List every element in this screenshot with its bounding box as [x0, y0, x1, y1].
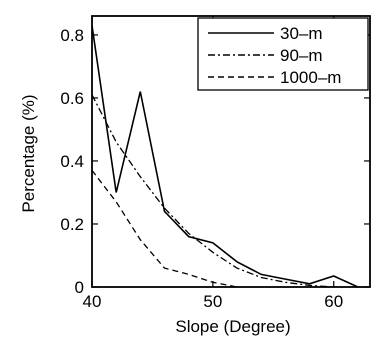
- y-tick-label: 0: [75, 278, 84, 297]
- legend-box: [197, 17, 369, 91]
- x-tick-label: 60: [324, 292, 343, 311]
- y-tick-label: 0.6: [60, 89, 84, 108]
- legend: 30–m 90–m 1000–m: [197, 17, 369, 91]
- x-tick-label: 50: [203, 292, 222, 311]
- x-axis-title: Slope (Degree): [175, 317, 290, 336]
- x-tick-label: 40: [83, 292, 102, 311]
- legend-label-30m: 30–m: [280, 24, 323, 43]
- series-line-0: [91, 25, 359, 288]
- y-tick-label: 0.8: [60, 26, 84, 45]
- y-axis-title: Percentage (%): [19, 94, 38, 212]
- legend-label-90m: 90–m: [280, 46, 323, 65]
- x-axis-ticks: 40 50 60: [83, 16, 343, 311]
- legend-label-1000m: 1000–m: [280, 68, 341, 87]
- series-line-1: [91, 94, 334, 288]
- plot-frame: [91, 15, 371, 288]
- y-tick-label: 0.4: [60, 152, 84, 171]
- y-axis-ticks: 0 0.2 0.4 0.6 0.8: [60, 26, 370, 297]
- series-line-2: [91, 170, 238, 288]
- y-tick-label: 0.2: [60, 215, 84, 234]
